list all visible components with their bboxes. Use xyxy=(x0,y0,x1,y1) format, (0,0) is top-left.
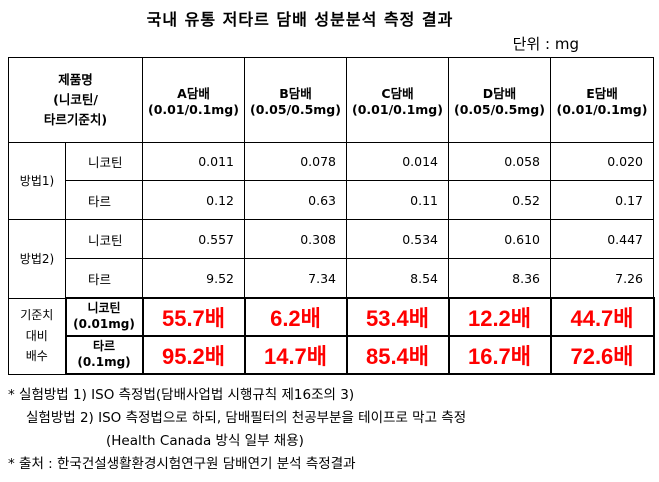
row-label: 타르 xyxy=(65,180,143,220)
column-name: D담배 xyxy=(482,86,517,101)
ratio-label: 기준치 대비 배수 xyxy=(8,297,66,375)
value-cell: 7.26 xyxy=(550,258,654,299)
ratio-row-label-line: 니코틴 xyxy=(87,301,121,316)
value-cell: 0.11 xyxy=(346,180,449,220)
value-cell: 0.058 xyxy=(448,142,551,181)
value-cell: 0.020 xyxy=(550,142,654,181)
value-cell: 0.17 xyxy=(550,180,654,220)
header-row: 제품명 (니코틴/ 타르기준치) A담배 (0.01/0.1mg) B담배 (0.0… xyxy=(8,57,654,143)
table-row: 타르 9.52 7.34 8.54 8.36 7.26 xyxy=(9,258,654,299)
value-cell: 0.014 xyxy=(346,142,449,181)
ratio-value: 55.7배 xyxy=(141,297,246,337)
column-header-e: E담배 (0.01/0.1mg) xyxy=(550,57,654,143)
ratio-row-label: 타르 (0.1mg) xyxy=(64,335,144,375)
value-cell: 0.534 xyxy=(346,219,449,259)
value-cell: 8.36 xyxy=(448,258,551,299)
ratio-value: 12.2배 xyxy=(447,297,552,337)
column-header-a: A담배 (0.01/0.1mg) xyxy=(142,57,245,143)
ratio-value: 85.4배 xyxy=(345,335,450,375)
ratio-label-line: 배수 xyxy=(25,349,48,364)
column-sub: (0.01/0.1mg) xyxy=(148,102,239,117)
column-name: A담배 xyxy=(177,86,210,101)
column-sub: (0.01/0.1mg) xyxy=(352,102,443,117)
column-name: C담배 xyxy=(381,86,414,101)
corner-header: 제품명 (니코틴/ 타르기준치) xyxy=(8,57,143,143)
value-cell: 0.078 xyxy=(244,142,347,181)
row-label: 니코틴 xyxy=(65,142,143,181)
value-cell: 8.54 xyxy=(346,258,449,299)
ratio-value: 14.7배 xyxy=(243,335,348,375)
table-row: 방법1) 니코틴 0.011 0.078 0.014 0.058 0.020 xyxy=(8,142,654,220)
ratio-row-label-line: (0.01mg) xyxy=(73,317,135,331)
method2-label: 방법2) xyxy=(8,219,66,299)
column-sub: (0.05/0.5mg) xyxy=(250,102,341,117)
row-label: 니코틴 xyxy=(65,219,143,259)
column-name: B담배 xyxy=(279,86,312,101)
value-cell: 0.011 xyxy=(142,142,245,181)
ratio-row-label: 니코틴 (0.01mg) xyxy=(64,297,144,337)
ratio-value: 95.2배 xyxy=(141,335,246,375)
row-label: 타르 xyxy=(65,258,143,299)
ratio-row-label-line: 타르 xyxy=(92,339,116,354)
value-cell: 0.308 xyxy=(244,219,347,259)
ratio-label-line: 대비 xyxy=(25,328,48,343)
results-table: 제품명 (니코틴/ 타르기준치) A담배 (0.01/0.1mg) B담배 (0.0… xyxy=(8,57,655,375)
value-cell: 0.610 xyxy=(448,219,551,259)
value-cell: 9.52 xyxy=(142,258,245,299)
unit-label: 단위 : mg xyxy=(512,35,579,53)
footnote-method1: * 실험방법 1) ISO 측정법(담배사업법 시행규칙 제16조의 3) xyxy=(8,387,355,403)
value-cell: 7.34 xyxy=(244,258,347,299)
table-row: 기준치 대비 배수 니코틴 (0.01mg) 55.7배 6.2배 53.4배 … xyxy=(8,297,655,375)
ratio-label-line: 기준치 xyxy=(20,308,54,323)
value-cell: 0.52 xyxy=(448,180,551,220)
footnote-source: * 출처 : 한국건설생활환경시험연구원 담배연기 분석 측정결과 xyxy=(8,456,356,472)
corner-line: 타르기준치) xyxy=(43,112,108,127)
table-row: 타르 (0.1mg) 95.2배 14.7배 85.4배 16.7배 72.6배 xyxy=(9,335,655,375)
table-row: 타르 0.12 0.63 0.11 0.52 0.17 xyxy=(9,180,654,220)
value-cell: 0.447 xyxy=(550,219,654,259)
value-cell: 0.12 xyxy=(142,180,245,220)
column-header-c: C담배 (0.01/0.1mg) xyxy=(346,57,449,143)
column-name: E담배 xyxy=(586,86,618,101)
column-header-b: B담배 (0.05/0.5mg) xyxy=(244,57,347,143)
footnote-method2-detail: (Health Canada 방식 일부 채용) xyxy=(106,433,304,449)
ratio-value: 44.7배 xyxy=(549,297,655,337)
ratio-value: 16.7배 xyxy=(447,335,552,375)
column-sub: (0.05/0.5mg) xyxy=(454,102,545,117)
table-row: 방법2) 니코틴 0.557 0.308 0.534 0.610 0.447 xyxy=(8,219,654,299)
ratio-value: 72.6배 xyxy=(549,335,655,375)
value-cell: 0.63 xyxy=(244,180,347,220)
method1-label: 방법1) xyxy=(8,142,66,220)
footnotes: * 실험방법 1) ISO 측정법(담배사업법 시행규칙 제16조의 3) 실험… xyxy=(8,384,466,476)
corner-line: 제품명 xyxy=(58,72,93,87)
column-header-d: D담배 (0.05/0.5mg) xyxy=(448,57,551,143)
ratio-value: 6.2배 xyxy=(243,297,348,337)
value-cell: 0.557 xyxy=(142,219,245,259)
ratio-value: 53.4배 xyxy=(345,297,450,337)
corner-line: (니코틴/ xyxy=(53,92,98,107)
column-sub: (0.01/0.1mg) xyxy=(556,102,648,117)
footnote-method2: 실험방법 2) ISO 측정법으로 하되, 담배필터의 천공부분을 테이프로 막… xyxy=(26,410,467,426)
ratio-row-label-line: (0.1mg) xyxy=(77,355,131,369)
page-title: 국내 유통 저타르 담배 성분분석 측정 결과 xyxy=(146,10,454,29)
